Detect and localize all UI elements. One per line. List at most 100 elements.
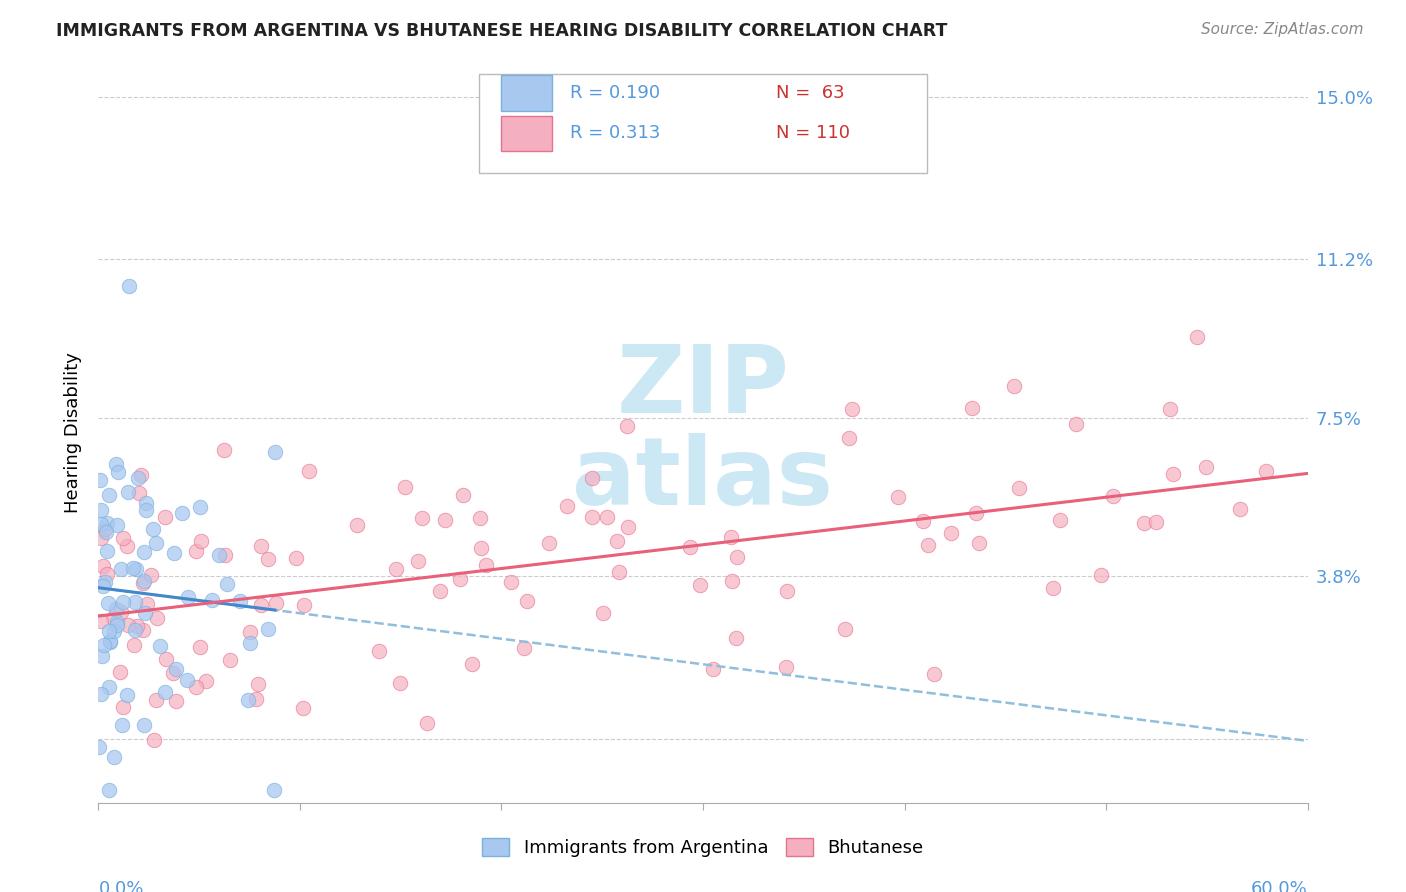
Point — [912, 515, 935, 529]
Text: atlas: atlas — [572, 433, 834, 524]
Point — [245, 692, 267, 706]
Point — [616, 418, 638, 433]
Point — [165, 662, 187, 676]
Point — [1161, 467, 1184, 481]
Point — [724, 631, 747, 645]
Point — [117, 618, 139, 632]
Y-axis label: Hearing Disability: Hearing Disability — [63, 352, 82, 513]
Point — [121, 561, 143, 575]
Point — [617, 519, 640, 533]
Point — [190, 534, 212, 549]
Point — [516, 594, 538, 608]
Point — [1101, 489, 1123, 503]
Point — [538, 536, 561, 550]
Point — [721, 574, 744, 588]
Point — [595, 510, 617, 524]
Text: 0.0%: 0.0% — [98, 880, 143, 892]
Point — [924, 667, 946, 681]
Point — [284, 551, 307, 566]
FancyBboxPatch shape — [501, 75, 551, 111]
Text: 60.0%: 60.0% — [1251, 880, 1308, 892]
Text: R = 0.313: R = 0.313 — [569, 124, 661, 142]
Point — [1195, 460, 1218, 475]
Point — [581, 471, 603, 485]
Point — [1090, 568, 1112, 582]
Point — [124, 638, 146, 652]
Point — [117, 484, 139, 499]
Point — [264, 445, 287, 459]
Point — [607, 565, 630, 579]
Point — [112, 594, 135, 608]
Point — [679, 541, 702, 555]
Point — [90, 614, 112, 628]
Point — [917, 538, 939, 552]
Text: N =  63: N = 63 — [776, 84, 844, 102]
Point — [101, 611, 124, 625]
Text: ZIP: ZIP — [617, 341, 789, 433]
Point — [702, 662, 724, 676]
Point — [145, 536, 167, 550]
Point — [105, 517, 128, 532]
Point — [94, 522, 117, 536]
Point — [153, 685, 176, 699]
Text: N = 110: N = 110 — [776, 124, 849, 142]
Point — [238, 693, 260, 707]
Point — [105, 618, 128, 632]
Point — [149, 640, 172, 654]
Point — [1144, 516, 1167, 530]
Point — [125, 619, 148, 633]
Point — [555, 499, 578, 513]
Point — [239, 625, 262, 640]
Point — [90, 687, 112, 701]
Point — [1159, 401, 1181, 416]
Point — [385, 562, 408, 576]
Point — [606, 534, 628, 549]
Point — [291, 700, 314, 714]
Point — [134, 574, 156, 588]
Point — [108, 665, 131, 680]
Point — [132, 575, 155, 590]
Point — [965, 506, 987, 520]
Point — [1066, 417, 1088, 431]
Point — [96, 567, 118, 582]
Point — [124, 595, 146, 609]
Point — [139, 568, 162, 582]
Point — [246, 677, 269, 691]
Point — [1042, 581, 1064, 595]
Point — [411, 511, 433, 525]
Point — [201, 592, 224, 607]
Point — [297, 464, 319, 478]
Point — [449, 572, 471, 586]
Point — [292, 598, 315, 612]
Point — [388, 676, 411, 690]
Point — [105, 615, 128, 629]
Point — [775, 660, 797, 674]
Point — [1133, 516, 1156, 530]
Point — [429, 584, 451, 599]
Point — [111, 718, 134, 732]
Point — [94, 524, 117, 539]
Point — [1008, 482, 1031, 496]
Point — [100, 634, 122, 648]
Point — [776, 583, 799, 598]
Point — [93, 638, 115, 652]
Text: Source: ZipAtlas.com: Source: ZipAtlas.com — [1201, 22, 1364, 37]
Point — [89, 739, 111, 754]
Point — [155, 652, 177, 666]
Point — [841, 401, 863, 416]
Point — [103, 624, 125, 639]
Point — [136, 597, 159, 611]
Point — [689, 578, 711, 592]
Point — [263, 783, 285, 797]
Point — [98, 633, 121, 648]
Point — [104, 457, 127, 471]
Point — [229, 594, 252, 608]
Point — [190, 640, 212, 655]
Point — [97, 596, 120, 610]
Point — [170, 507, 193, 521]
Point — [166, 694, 188, 708]
Point — [433, 513, 456, 527]
Point — [416, 715, 439, 730]
Point — [194, 673, 217, 688]
Point — [939, 525, 962, 540]
